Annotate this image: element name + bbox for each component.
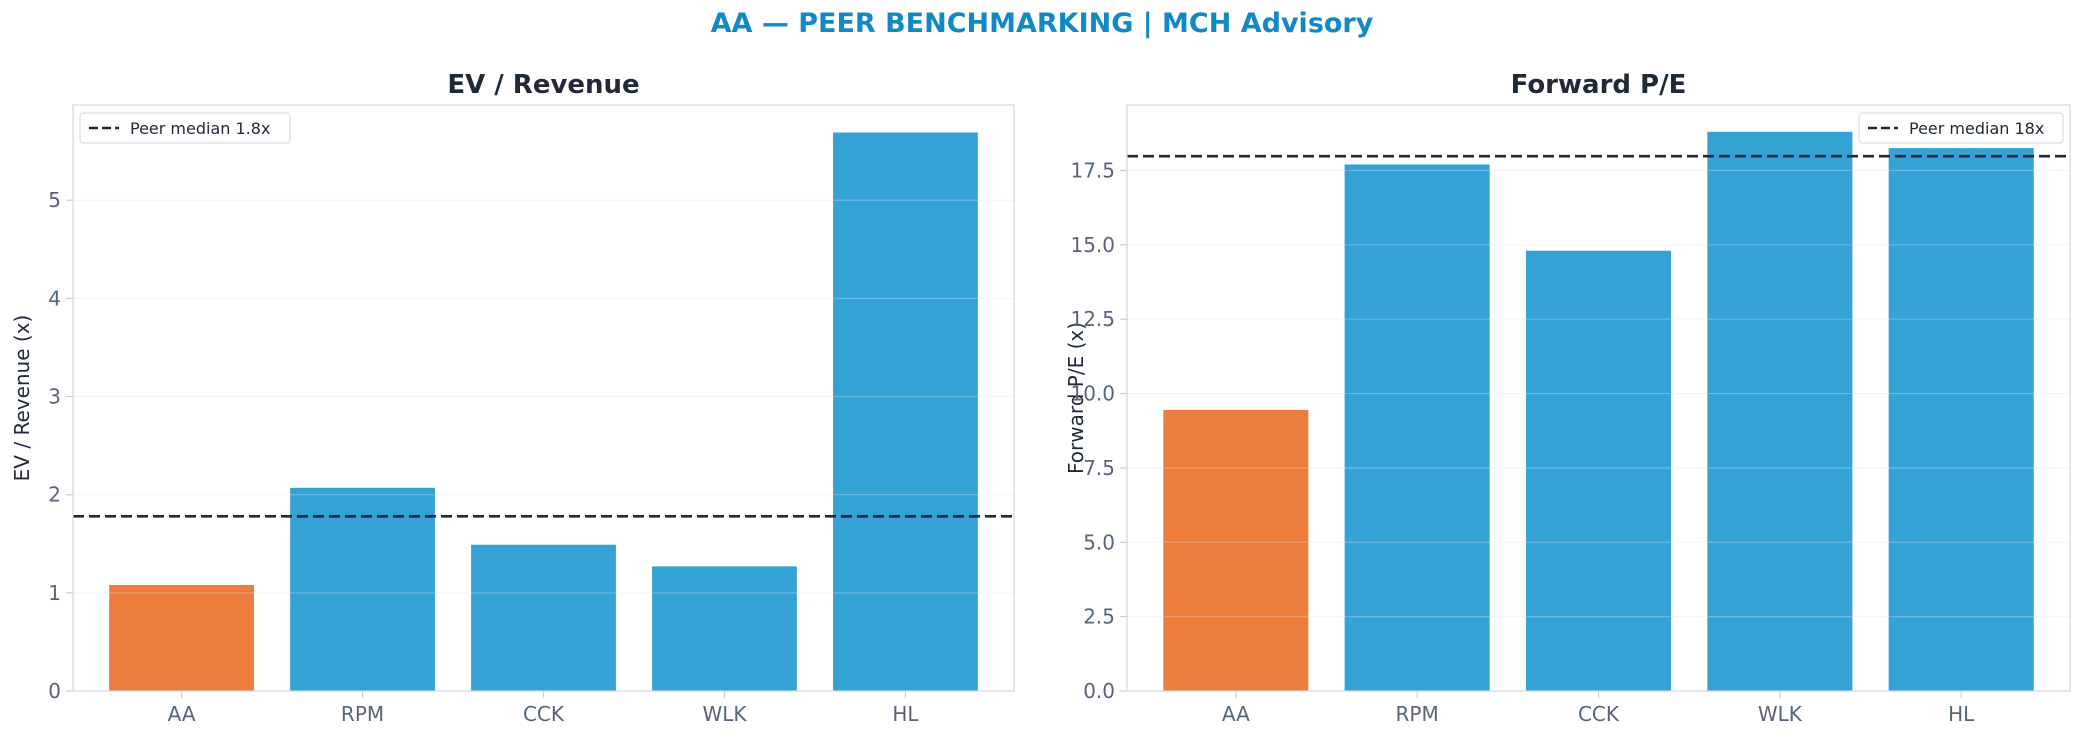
x-tick-label: RPM	[341, 702, 384, 726]
y-tick-label: 5.0	[1083, 530, 1115, 554]
x-tick-label: AA	[168, 702, 196, 726]
y-tick-label: 1	[48, 581, 61, 605]
y-tick-label: 2	[48, 483, 61, 507]
axes-frame	[1126, 104, 2071, 692]
x-tick-label: WLK	[702, 702, 747, 726]
legend-box	[1858, 112, 2064, 144]
axes-frame	[72, 104, 1015, 692]
bar-rpm	[1344, 164, 1490, 692]
forward-pe-panel: Forward P/E Forward P/E (x) 0.0 2.5 5.0 7.5 10…	[1064, 70, 2071, 726]
bar-rpm	[290, 487, 435, 691]
y-tick-label: 4	[48, 286, 61, 310]
x-tick-label: CCK	[523, 702, 565, 726]
bar-hl	[1888, 148, 2034, 692]
bar-aa	[109, 584, 254, 691]
chart-title: EV / Revenue	[447, 70, 639, 100]
y-tick-label: 0.0	[1083, 679, 1115, 703]
ev-revenue-panel: EV / Revenue EV / Revenue (x) 0 1 2 3 4 5 AA RPM C…	[10, 70, 1015, 726]
legend: Peer median 18x	[1858, 112, 2064, 144]
bar-wlk	[652, 566, 797, 691]
legend-box	[79, 112, 291, 144]
legend-label: Peer median 1.8x	[130, 119, 270, 138]
y-tick-label: 5	[48, 188, 61, 212]
y-tick-label: 15.0	[1070, 233, 1115, 257]
x-tick-label: RPM	[1396, 702, 1439, 726]
bar-wlk	[1707, 131, 1853, 691]
figure-title: AA — PEER BENCHMARKING | MCH Advisory	[710, 8, 1374, 39]
legend-label: Peer median 18x	[1909, 119, 2044, 138]
y-tick-label: 3	[48, 385, 61, 409]
y-tick-label: 2.5	[1083, 605, 1115, 629]
y-tick-label: 7.5	[1083, 456, 1115, 480]
y-axis-label: Forward P/E (x)	[1064, 322, 1088, 474]
x-tick-label: AA	[1222, 702, 1250, 726]
legend: Peer median 1.8x	[79, 112, 291, 144]
y-axis-label: EV / Revenue (x)	[10, 315, 34, 482]
bar-hl	[833, 132, 978, 692]
x-tick-label: HL	[1948, 702, 1975, 726]
chart-title: Forward P/E	[1511, 70, 1687, 100]
x-tick-label: WLK	[1758, 702, 1803, 726]
bar-cck	[1525, 250, 1672, 691]
x-tick-label: CCK	[1578, 702, 1620, 726]
bar-cck	[471, 544, 616, 691]
y-tick-label: 10.0	[1070, 382, 1115, 406]
bar-aa	[1163, 409, 1309, 691]
x-tick-label: HL	[892, 702, 919, 726]
y-tick-label: 12.5	[1070, 307, 1115, 331]
y-tick-label: 17.5	[1070, 158, 1115, 182]
y-tick-label: 0	[48, 679, 61, 703]
